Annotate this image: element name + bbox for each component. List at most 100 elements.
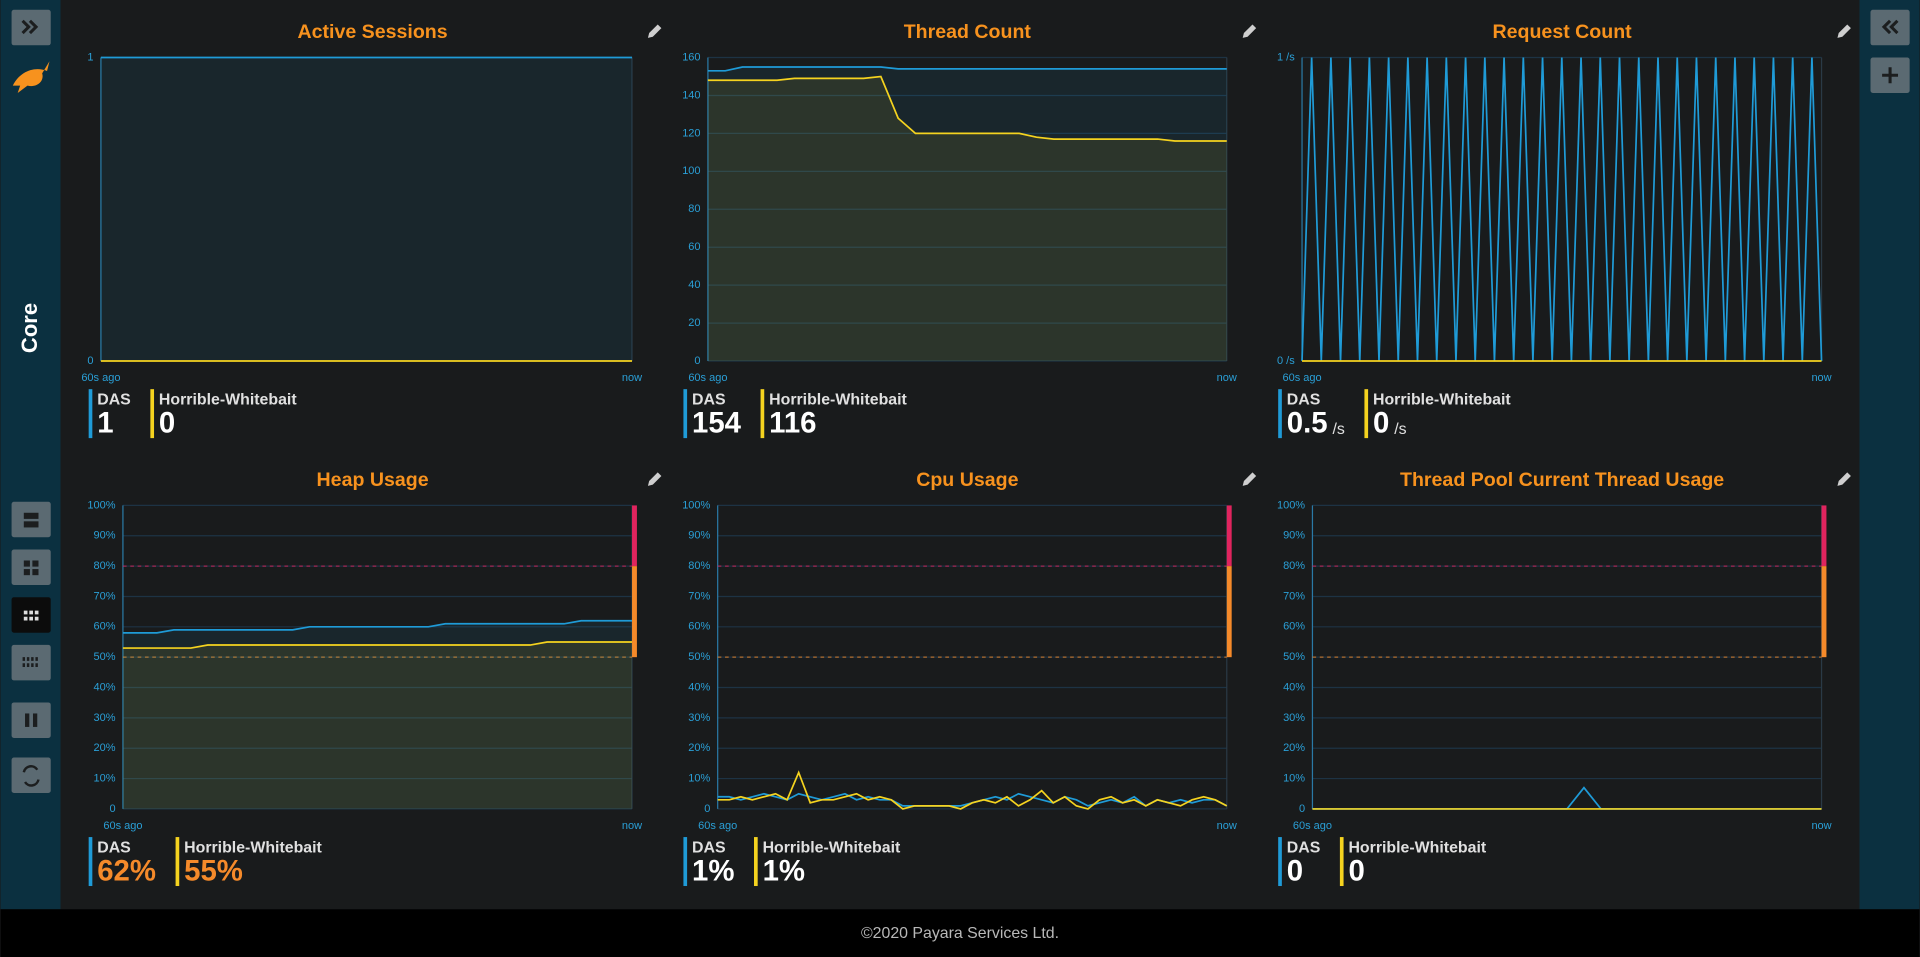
legend-swatch	[88, 389, 93, 439]
x-tick-label: 60s ago	[698, 820, 737, 832]
pause-button[interactable]	[11, 702, 51, 738]
layout-3-button[interactable]	[11, 597, 51, 633]
edit-button[interactable]	[1837, 24, 1851, 38]
y-tick-label: 80%	[94, 560, 116, 572]
area	[122, 620, 633, 809]
legend-value: 154	[692, 406, 742, 439]
edit-button[interactable]	[1242, 24, 1257, 38]
area	[707, 76, 1227, 362]
icon	[22, 657, 38, 667]
y-tick-label: 80%	[1283, 560, 1305, 572]
y-tick-label: 100	[682, 165, 700, 177]
icon	[23, 521, 39, 528]
y-tick-label: 10%	[1283, 772, 1305, 784]
y-tick-label: 0	[704, 803, 710, 815]
edit-button[interactable]	[1837, 472, 1851, 486]
layout-4-button[interactable]	[11, 644, 51, 681]
y-tick-label: 70%	[688, 590, 710, 602]
y-tick-label: 60	[688, 241, 700, 253]
panel-title: Thread Count	[904, 21, 1032, 43]
layout-2-button[interactable]	[11, 549, 51, 585]
warning-band	[632, 566, 637, 658]
critical-band	[1226, 505, 1232, 567]
critical-band	[632, 505, 637, 567]
y-tick-label: 100%	[87, 499, 115, 511]
series-line	[717, 770, 1228, 810]
y-tick-label: 20	[688, 317, 700, 329]
x-tick-label: now	[1217, 820, 1237, 832]
icon	[22, 765, 40, 787]
legend-name: Horrible-Whitebait	[159, 391, 297, 408]
edit-button[interactable]	[647, 24, 662, 38]
x-tick-label: 60s ago	[103, 820, 142, 832]
y-tick-label: 0	[109, 803, 115, 815]
area	[707, 67, 1227, 362]
panel-title: Cpu Usage	[916, 469, 1018, 491]
y-tick-label: 30%	[1283, 712, 1305, 724]
y-tick-label: 40%	[688, 681, 710, 693]
x-tick-label: now	[1217, 372, 1237, 384]
y-tick-label: 140	[682, 89, 700, 101]
icon	[32, 569, 39, 576]
logo	[12, 61, 50, 94]
y-tick-label: 40%	[94, 681, 116, 693]
y-tick-label: 100%	[1277, 499, 1305, 511]
y-tick-label: 60%	[94, 621, 116, 633]
plus-icon	[1882, 67, 1899, 84]
y-tick-label: 30%	[688, 712, 710, 724]
legend-swatch	[760, 389, 765, 439]
y-tick-label: 80	[688, 203, 700, 215]
warning-band	[1226, 566, 1232, 658]
panel-title: Heap Usage	[317, 469, 429, 491]
legend-swatch	[150, 389, 155, 439]
y-tick-label: 70%	[1283, 590, 1305, 602]
edit-button[interactable]	[1242, 472, 1257, 486]
icon	[23, 560, 30, 567]
y-tick-label: 1	[87, 51, 93, 63]
x-tick-label: now	[1811, 372, 1831, 384]
layout-1-button[interactable]	[11, 501, 51, 538]
chevron-icon	[21, 19, 39, 35]
legend-name: DAS	[1287, 391, 1321, 408]
warning-band	[1821, 566, 1827, 658]
y-tick-label: 0 /s	[1277, 355, 1295, 367]
y-tick-label: 0	[87, 355, 93, 367]
legend-name: Horrible-Whitebait	[1348, 839, 1486, 856]
legend-value: 0	[1348, 854, 1364, 887]
legend-name: DAS	[692, 391, 726, 408]
y-tick-label: 30%	[94, 712, 116, 724]
add-button[interactable]	[1870, 57, 1910, 94]
y-tick-label: 20%	[94, 742, 116, 754]
legend-swatch	[88, 837, 93, 887]
area	[122, 641, 633, 809]
y-tick-label: 160	[682, 51, 700, 63]
legend-value: 62%	[97, 854, 156, 887]
y-tick-label: 0	[694, 355, 700, 367]
legend-unit: /s	[1394, 421, 1406, 438]
button-bg	[11, 757, 51, 794]
series-line	[1301, 57, 1823, 362]
legend-name: DAS	[692, 839, 726, 856]
legend-value: 1	[97, 406, 113, 439]
right-sidebar	[1859, 0, 1920, 910]
button-bg	[11, 9, 51, 46]
y-tick-label: 80%	[688, 560, 710, 572]
refresh-button[interactable]	[11, 757, 51, 794]
legend-name: DAS	[1287, 839, 1321, 856]
legend-swatch	[1278, 837, 1282, 887]
y-tick-label: 50%	[688, 651, 710, 663]
button-bg	[11, 597, 51, 633]
icon	[32, 560, 39, 567]
collapse-button[interactable]	[1870, 9, 1910, 46]
legend-swatch	[1339, 837, 1344, 887]
expand-button[interactable]	[11, 9, 51, 46]
y-tick-label: 20%	[688, 742, 710, 754]
series-line	[707, 75, 1227, 142]
panel-title: Active Sessions	[297, 21, 447, 43]
edit-button[interactable]	[647, 472, 662, 486]
series-line	[122, 619, 633, 634]
x-tick-label: 60s ago	[1293, 820, 1332, 832]
legend-value: 0	[1373, 406, 1389, 439]
